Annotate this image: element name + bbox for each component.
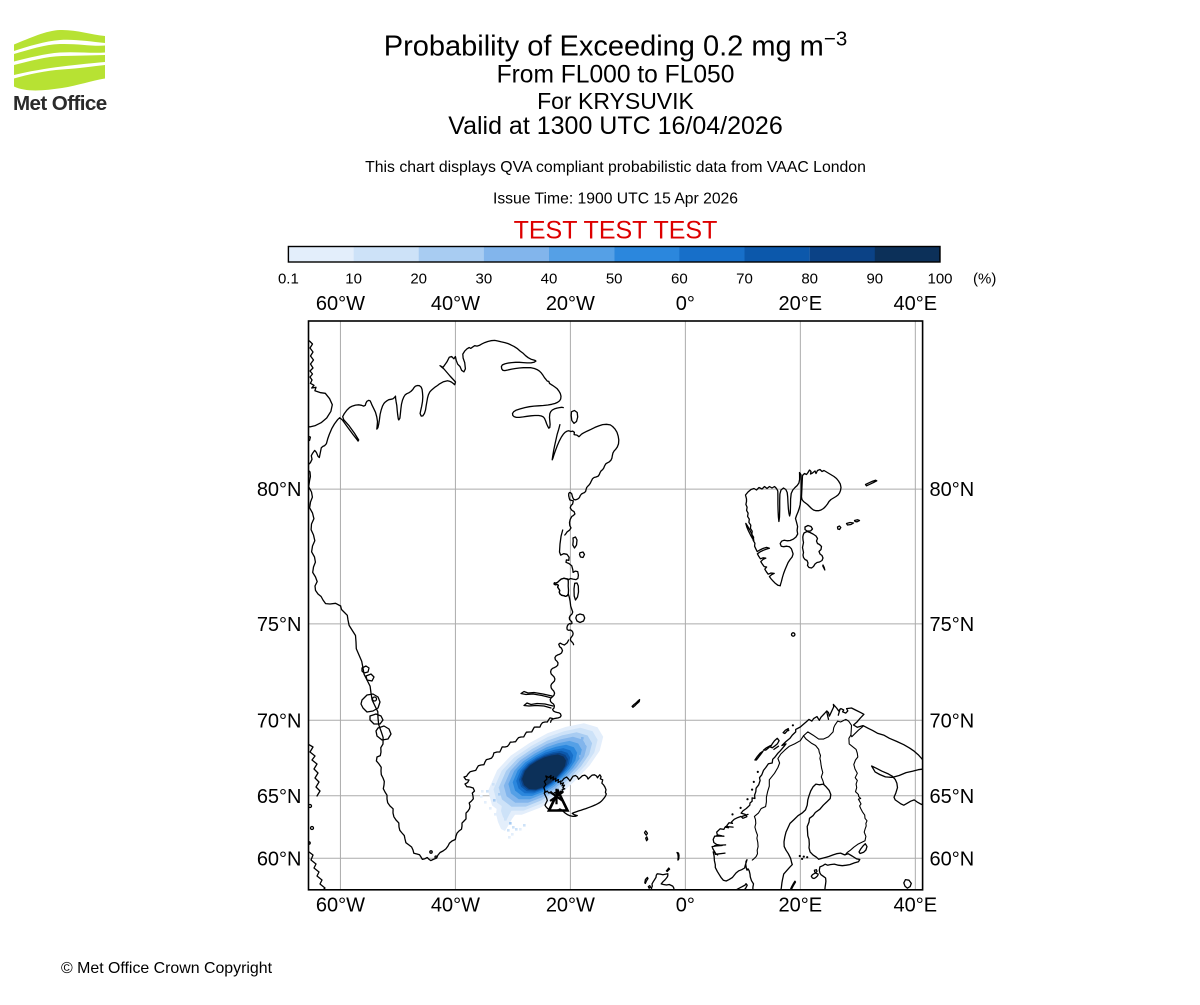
svg-text:(%): (%) (973, 271, 996, 288)
svg-text:TEST TEST TEST: TEST TEST TEST (514, 217, 718, 245)
svg-text:60°W: 60°W (316, 293, 365, 315)
svg-text:60: 60 (671, 271, 688, 288)
svg-text:60°W: 60°W (316, 895, 365, 917)
svg-text:65°N: 65°N (257, 786, 302, 808)
svg-text:40°W: 40°W (431, 293, 480, 315)
svg-text:10: 10 (345, 271, 362, 288)
svg-text:© Met Office Crown Copyright: © Met Office Crown Copyright (61, 960, 273, 977)
svg-text:40°E: 40°E (894, 293, 938, 315)
svg-text:From FL000 to FL050: From FL000 to FL050 (497, 62, 735, 89)
svg-text:Met Office: Met Office (13, 92, 107, 115)
svg-text:100: 100 (927, 271, 952, 288)
svg-text:65°N: 65°N (930, 786, 975, 808)
svg-text:40°E: 40°E (894, 895, 938, 917)
svg-text:80: 80 (801, 271, 818, 288)
svg-text:20°E: 20°E (779, 293, 823, 315)
svg-text:70: 70 (736, 271, 753, 288)
svg-text:30: 30 (476, 271, 493, 288)
svg-text:Valid at 1300 UTC 16/04/2026: Valid at 1300 UTC 16/04/2026 (448, 112, 783, 140)
svg-text:0.1: 0.1 (278, 271, 299, 288)
svg-text:20°W: 20°W (546, 293, 595, 315)
svg-text:75°N: 75°N (930, 614, 975, 636)
svg-text:0°: 0° (676, 293, 695, 315)
svg-text:60°N: 60°N (257, 848, 302, 870)
svg-text:40: 40 (541, 271, 558, 288)
svg-text:70°N: 70°N (930, 710, 975, 732)
svg-text:Issue Time: 1900 UTC 15 Apr 20: Issue Time: 1900 UTC 15 Apr 2026 (493, 190, 738, 207)
svg-text:70°N: 70°N (257, 710, 302, 732)
svg-text:50: 50 (606, 271, 623, 288)
svg-text:0°: 0° (676, 895, 695, 917)
svg-text:40°W: 40°W (431, 895, 480, 917)
svg-text:This chart displays QVA compli: This chart displays QVA compliant probab… (365, 159, 866, 176)
svg-text:For KRYSUVIK: For KRYSUVIK (537, 88, 694, 114)
svg-text:20: 20 (410, 271, 427, 288)
svg-text:60°N: 60°N (930, 848, 975, 870)
svg-text:90: 90 (866, 271, 883, 288)
svg-text:75°N: 75°N (257, 614, 302, 636)
svg-text:20°E: 20°E (779, 895, 823, 917)
svg-text:80°N: 80°N (257, 479, 302, 501)
svg-text:80°N: 80°N (930, 479, 975, 501)
svg-text:20°W: 20°W (546, 895, 595, 917)
svg-text:Probability of Exceeding 0.2 m: Probability of Exceeding 0.2 mg m−3 (384, 28, 847, 63)
